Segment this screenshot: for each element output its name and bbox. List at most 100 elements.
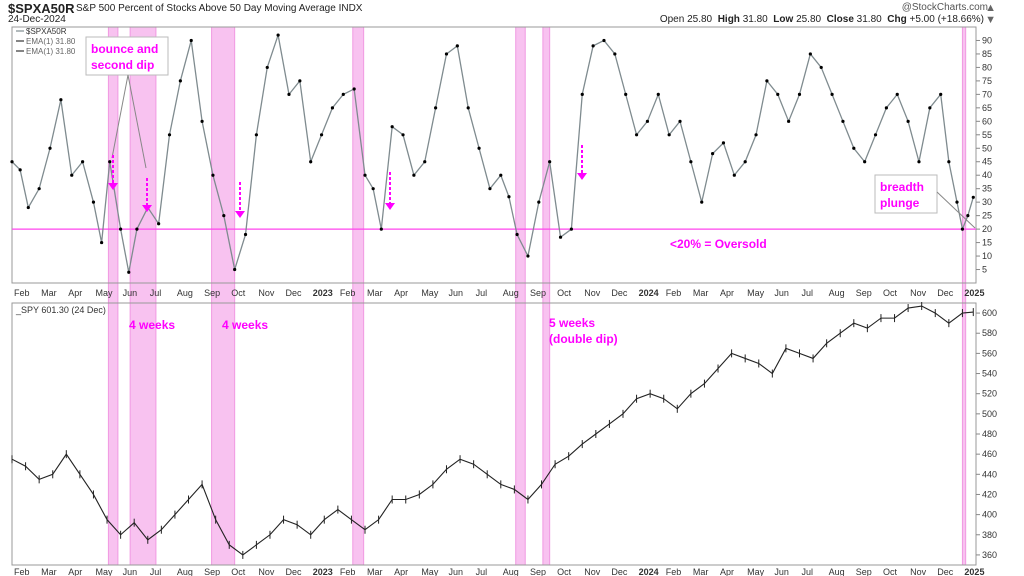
breadth-point: [776, 92, 780, 96]
x-tick-label: Aug: [177, 288, 193, 298]
x-tick-label: Jul: [801, 288, 813, 298]
breadth-point: [689, 160, 693, 164]
x-tick-label: Nov: [584, 288, 601, 298]
breadth-point: [178, 79, 182, 83]
x-tick-label: Jul: [150, 567, 162, 576]
scroll-down-icon[interactable]: ▼: [985, 14, 996, 26]
x-tick-label: Oct: [231, 288, 246, 298]
breadth-point: [319, 133, 324, 137]
breadth-point: [710, 152, 715, 156]
x-tick-label: May: [421, 567, 439, 576]
x-tick-label: Jun: [774, 567, 789, 576]
x-tick-label: Dec: [286, 288, 303, 298]
breadth-line: [11, 34, 974, 273]
top-y-tick-label: 5: [982, 265, 987, 275]
breadth-point: [558, 235, 563, 239]
breadth-point: [645, 119, 650, 123]
breadth-point: [48, 146, 52, 150]
breadth-point: [243, 232, 248, 237]
scroll-up-icon[interactable]: ▲: [985, 2, 996, 14]
breadth-point: [678, 119, 682, 123]
bottom-y-tick-label: 400: [982, 510, 997, 520]
breadth-point: [352, 87, 356, 91]
breadth-point: [455, 44, 459, 48]
x-tick-label: 2023: [313, 567, 333, 576]
x-tick-label: Jun: [448, 567, 463, 576]
breadth-point: [819, 65, 823, 70]
close-value: 31.80: [856, 14, 882, 25]
breadth-point: [526, 254, 530, 258]
x-axis-ticks: Feb Mar Apr May Jun Jul Aug Sep Oct Nov Dec 2023 Feb…: [14, 288, 984, 576]
breadth-point: [613, 52, 617, 56]
x-tick-label: Sep: [204, 288, 220, 298]
top-y-tick-label: 20: [982, 224, 992, 234]
x-tick-label: Aug: [829, 567, 845, 576]
breadth-point: [808, 52, 812, 56]
breadth-point: [167, 133, 172, 137]
breadth-point: [787, 119, 791, 123]
breadth-point: [515, 232, 519, 237]
x-tick-label: Dec: [286, 567, 303, 576]
x-tick-label: Sep: [530, 567, 546, 576]
x-tick-label: Sep: [204, 567, 220, 576]
x-tick-label: Jun: [123, 567, 138, 576]
breadth-point: [276, 33, 280, 37]
x-tick-label: Aug: [177, 567, 193, 576]
pointer-line: [936, 191, 976, 229]
x-tick-label: Dec: [611, 567, 628, 576]
x-tick-label: Dec: [611, 288, 628, 298]
breadth-point: [830, 92, 834, 96]
breadth-point: [852, 146, 856, 150]
breadth-point: [797, 92, 802, 96]
top-y-tick-label: 60: [982, 116, 992, 126]
top-panel-border: [11, 26, 977, 284]
breadth-point: [371, 187, 375, 191]
description-text: S&P 500 Percent of Stocks Above 50 Day M…: [76, 3, 336, 14]
breadth-point: [624, 92, 628, 96]
breadth-point: [700, 200, 704, 204]
chart-date: 24-Dec-2024: [8, 14, 66, 25]
breadth-point: [309, 160, 313, 164]
top-y-tick-label: 80: [982, 62, 992, 72]
pointer-line: [127, 74, 147, 169]
bottom-panel-border: [11, 302, 977, 566]
x-tick-label: Nov: [910, 288, 927, 298]
breadth-point: [444, 52, 449, 56]
oversold-label: <20% = Oversold: [670, 237, 767, 251]
weeks-label-c: (double dip): [549, 332, 618, 346]
x-tick-label: 2025: [964, 567, 984, 576]
symbol-title: $SPXA50R: [8, 1, 75, 16]
x-tick-label: Nov: [258, 288, 275, 298]
breadth-point: [548, 160, 552, 164]
top-y-tick-label: 90: [982, 35, 992, 45]
breadth-point: [917, 160, 921, 164]
breadth-point: [947, 160, 951, 164]
breadth-point: [108, 160, 112, 164]
breadth-point: [222, 214, 226, 218]
y-axis-ticks: 5 10 15 20 25 30 35 40 45 50 55 60 65 70 75 80 85 90 360 38…: [976, 35, 997, 560]
top-y-tick-label: 85: [982, 49, 992, 59]
x-tick-label: Jul: [801, 567, 813, 576]
x-tick-label: Feb: [340, 567, 356, 576]
top-y-tick-label: 55: [982, 130, 992, 140]
breadth-point: [390, 125, 394, 129]
breadth-point: [667, 133, 671, 137]
breadth-point: [591, 44, 595, 48]
breadth-point: [10, 160, 14, 164]
x-tick-label: Mar: [41, 567, 57, 576]
x-tick-label: Jun: [123, 288, 138, 298]
x-tick-label: Mar: [41, 288, 57, 298]
breadth-point: [939, 92, 943, 96]
highlight-band: [129, 26, 157, 566]
open-label: Open: [659, 14, 685, 25]
top-y-tick-label: 65: [982, 103, 992, 113]
breadth-point: [906, 119, 910, 123]
x-tick-label: 2025: [964, 288, 984, 298]
down-arrow-head: [385, 203, 395, 210]
breadth-point: [966, 214, 970, 218]
breadth-point: [488, 187, 492, 191]
breadth-point: [211, 173, 215, 177]
open-value: 25.80: [687, 14, 713, 25]
x-tick-label: Feb: [14, 288, 30, 298]
x-tick-label: Oct: [883, 567, 898, 576]
